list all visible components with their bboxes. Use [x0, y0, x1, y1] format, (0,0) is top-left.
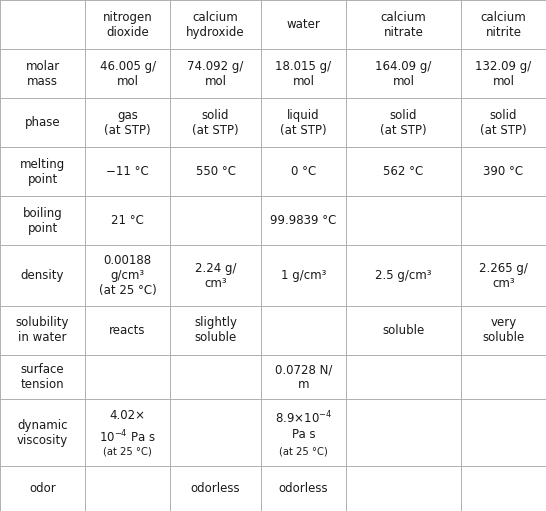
Text: phase: phase — [25, 116, 61, 129]
Text: 562 °C: 562 °C — [383, 166, 424, 178]
Text: 21 °C: 21 °C — [111, 215, 144, 227]
Text: 46.005 g/
mol: 46.005 g/ mol — [99, 60, 156, 88]
Text: solid
(at STP): solid (at STP) — [380, 109, 427, 137]
Text: 0 °C: 0 °C — [291, 166, 316, 178]
Text: solid
(at STP): solid (at STP) — [192, 109, 239, 137]
Text: density: density — [21, 269, 64, 282]
Text: 2.24 g/
cm³: 2.24 g/ cm³ — [195, 262, 236, 290]
Text: calcium
hydroxide: calcium hydroxide — [186, 11, 245, 38]
Text: 390 °C: 390 °C — [483, 166, 524, 178]
Text: soluble: soluble — [382, 324, 425, 337]
Text: solubility
in water: solubility in water — [16, 316, 69, 344]
Text: 0.00188
g/cm³
(at 25 °C): 0.00188 g/cm³ (at 25 °C) — [99, 254, 157, 297]
Text: odorless: odorless — [278, 482, 328, 495]
Text: very
soluble: very soluble — [482, 316, 525, 344]
Text: odorless: odorless — [191, 482, 240, 495]
Text: (at 25 °C): (at 25 °C) — [103, 447, 152, 457]
Text: melting
point: melting point — [20, 158, 65, 186]
Text: −11 °C: −11 °C — [106, 166, 149, 178]
Text: Pa s: Pa s — [292, 428, 315, 441]
Text: dynamic
viscosity: dynamic viscosity — [17, 419, 68, 447]
Text: 164.09 g/
mol: 164.09 g/ mol — [375, 60, 432, 88]
Text: solid
(at STP): solid (at STP) — [480, 109, 527, 137]
Text: 2.265 g/
cm³: 2.265 g/ cm³ — [479, 262, 528, 290]
Text: 2.5 g/cm³: 2.5 g/cm³ — [375, 269, 432, 282]
Text: gas
(at STP): gas (at STP) — [104, 109, 151, 137]
Text: nitrogen
dioxide: nitrogen dioxide — [103, 11, 152, 38]
Text: 1 g/cm³: 1 g/cm³ — [281, 269, 326, 282]
Text: molar
mass: molar mass — [26, 60, 60, 88]
Text: calcium
nitrate: calcium nitrate — [381, 11, 426, 38]
Text: 132.09 g/
mol: 132.09 g/ mol — [476, 60, 532, 88]
Text: 0.0728 N/
m: 0.0728 N/ m — [275, 363, 332, 391]
Text: surface
tension: surface tension — [21, 363, 64, 391]
Text: 18.015 g/
mol: 18.015 g/ mol — [275, 60, 331, 88]
Text: (at 25 °C): (at 25 °C) — [279, 447, 328, 457]
Text: calcium
nitrite: calcium nitrite — [480, 11, 526, 38]
Text: boiling
point: boiling point — [22, 207, 62, 235]
Text: odor: odor — [29, 482, 56, 495]
Text: 4.02×: 4.02× — [110, 409, 146, 423]
Text: 74.092 g/
mol: 74.092 g/ mol — [187, 60, 244, 88]
Text: slightly
soluble: slightly soluble — [194, 316, 237, 344]
Text: $10^{-4}$ Pa s: $10^{-4}$ Pa s — [99, 428, 156, 445]
Text: water: water — [287, 18, 321, 31]
Text: liquid
(at STP): liquid (at STP) — [280, 109, 327, 137]
Text: 99.9839 °C: 99.9839 °C — [270, 215, 337, 227]
Text: 550 °C: 550 °C — [195, 166, 235, 178]
Text: reacts: reacts — [109, 324, 146, 337]
Text: 8.9$\times$$10^{-4}$: 8.9$\times$$10^{-4}$ — [275, 409, 332, 426]
